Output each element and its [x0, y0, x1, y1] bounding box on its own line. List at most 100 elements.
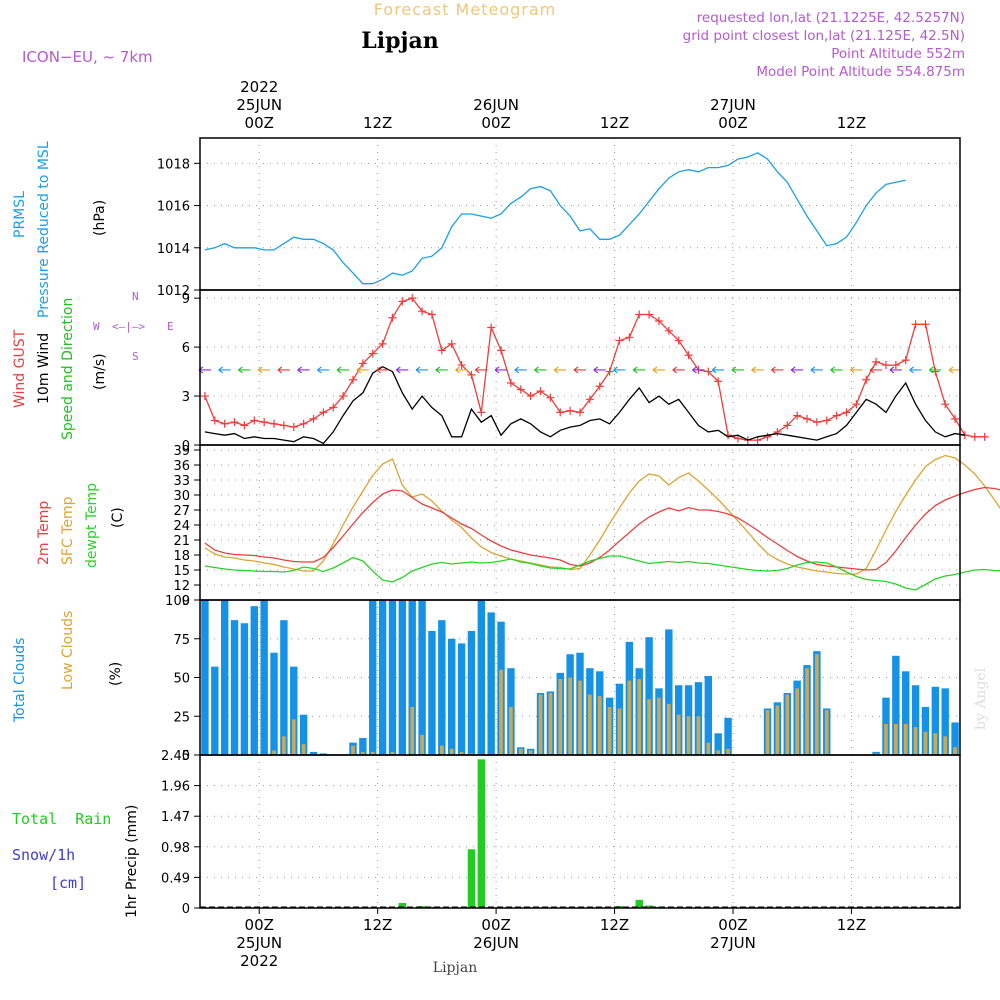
- gust-marker: [793, 411, 802, 420]
- gust-marker: [250, 416, 259, 425]
- gust-marker: [230, 418, 239, 427]
- gust-marker: [546, 393, 555, 402]
- low-cloud-bar: [657, 697, 661, 755]
- gust-marker: [654, 317, 663, 325]
- wind-label-gust: Wind GUST: [12, 329, 28, 408]
- ytick-label-pressure: 1012: [157, 284, 190, 299]
- gust-marker: [842, 408, 851, 417]
- rain-bar: [398, 903, 407, 908]
- total-cloud-bar: [477, 600, 485, 755]
- low-cloud-bar: [637, 679, 642, 755]
- low-cloud-bar: [538, 694, 543, 755]
- total-cloud-bar: [428, 631, 436, 755]
- rain-bar: [645, 905, 653, 908]
- ytick-label-temp: 15: [173, 564, 190, 579]
- time-bottom-label: 12Z: [363, 916, 392, 934]
- wind-direction-arrow: [455, 366, 468, 374]
- gust-marker: [536, 387, 545, 396]
- gust-marker: [260, 418, 269, 427]
- ytick-label-wind: 6: [182, 341, 190, 356]
- wind-direction-arrow: [277, 366, 290, 374]
- ytick-label-wind: 0: [182, 439, 190, 454]
- total-cloud-bar: [398, 600, 407, 755]
- wind-direction-arrow: [514, 366, 527, 374]
- gust-marker: [674, 336, 683, 345]
- low-cloud-bar: [617, 708, 622, 755]
- low-cloud-bar: [775, 705, 780, 755]
- panel-frame-pressure: [199, 137, 961, 291]
- total-cloud-bar: [290, 666, 298, 755]
- gust-marker: [279, 421, 288, 430]
- panel-frame-precip: [199, 754, 961, 909]
- total-cloud-bar: [270, 652, 278, 755]
- temp-unit: (C): [110, 507, 126, 528]
- time-bottom-label: 12Z: [837, 916, 866, 934]
- wind-direction-arrow: [553, 366, 567, 374]
- ytick-label-clouds: 75: [173, 633, 190, 648]
- total-cloud-bar: [369, 600, 377, 755]
- low-cloud-bar: [903, 724, 908, 755]
- gust-marker: [427, 310, 436, 319]
- ytick-label-precip: 0: [182, 902, 190, 917]
- date-top-label: 27JUN: [710, 96, 756, 114]
- rain-bar: [467, 849, 476, 908]
- ytick-label-wind: 3: [182, 390, 190, 405]
- low-cloud-bar: [390, 751, 395, 755]
- gust-marker: [891, 361, 900, 370]
- ytick-label-temp: 12: [173, 579, 190, 594]
- clouds-label-low: Low Clouds: [60, 611, 76, 690]
- low-cloud-bar: [370, 751, 375, 755]
- gust-marker: [388, 313, 397, 322]
- wind-direction-arrow: [534, 366, 547, 374]
- total-cloud-bar: [902, 671, 910, 755]
- gust-marker: [881, 361, 890, 370]
- time-bottom-label: 00Z: [245, 916, 274, 934]
- total-cloud-bar: [408, 600, 416, 755]
- gust-marker: [803, 414, 812, 423]
- requested-coords: requested lon,lat (21.1225E, 42.5257N): [697, 10, 965, 26]
- wind-direction-arrow: [771, 366, 784, 374]
- total-cloud-bar: [931, 686, 940, 755]
- gust-marker: [457, 361, 466, 370]
- low-cloud-bar: [499, 669, 503, 755]
- wind-direction-arrow: [632, 366, 646, 374]
- gust-marker: [556, 408, 565, 417]
- time-bottom-label: 00Z: [718, 916, 747, 934]
- wind-direction-arrow: [218, 366, 231, 374]
- model-altitude: Model Point Altitude 554.875m: [756, 64, 965, 80]
- total-cloud-bar: [319, 753, 328, 755]
- gust-marker: [951, 414, 960, 423]
- ytick-label-precip: 0.49: [161, 871, 190, 886]
- ytick-label-pressure: 1018: [157, 157, 190, 172]
- total-cloud-bar: [201, 600, 209, 755]
- gust-marker: [437, 346, 446, 355]
- wind-direction-arrow: [928, 366, 942, 374]
- low-cloud-bar: [449, 748, 454, 755]
- compass-n: N: [132, 290, 139, 303]
- low-cloud-bar: [597, 696, 602, 755]
- total-cloud-bar: [240, 623, 249, 755]
- low-cloud-bar: [518, 748, 523, 755]
- model-label: ICON−EU, ~ 7km: [22, 48, 153, 66]
- gust-marker: [378, 339, 387, 348]
- ytick-label-pressure: 1014: [157, 242, 190, 257]
- total-cloud-bar: [418, 600, 426, 755]
- low-cloud-bar: [923, 731, 928, 755]
- gust-marker: [832, 411, 841, 420]
- wind-direction-arrow: [435, 366, 448, 374]
- ytick-label-clouds: 0: [182, 749, 190, 764]
- low-cloud-bar: [815, 654, 819, 755]
- ytick-label-precip: 1.96: [161, 780, 190, 795]
- gridpoint-coords: grid point closest lon,lat (21.125E, 42.…: [683, 28, 965, 44]
- temp-label-dewpt: dewpt Temp: [84, 483, 100, 568]
- gust-marker: [477, 408, 486, 417]
- gust-marker: [862, 375, 871, 384]
- ytick-label-precip: 0.98: [161, 841, 190, 856]
- wind-direction-arrow: [336, 366, 350, 374]
- precip-label-snow: Snow/1h: [12, 846, 75, 864]
- wind-direction-arrow: [494, 366, 508, 374]
- date-bottom-label: 25JUN: [236, 934, 282, 952]
- gust-marker: [704, 367, 713, 376]
- total-cloud-bar: [438, 620, 446, 755]
